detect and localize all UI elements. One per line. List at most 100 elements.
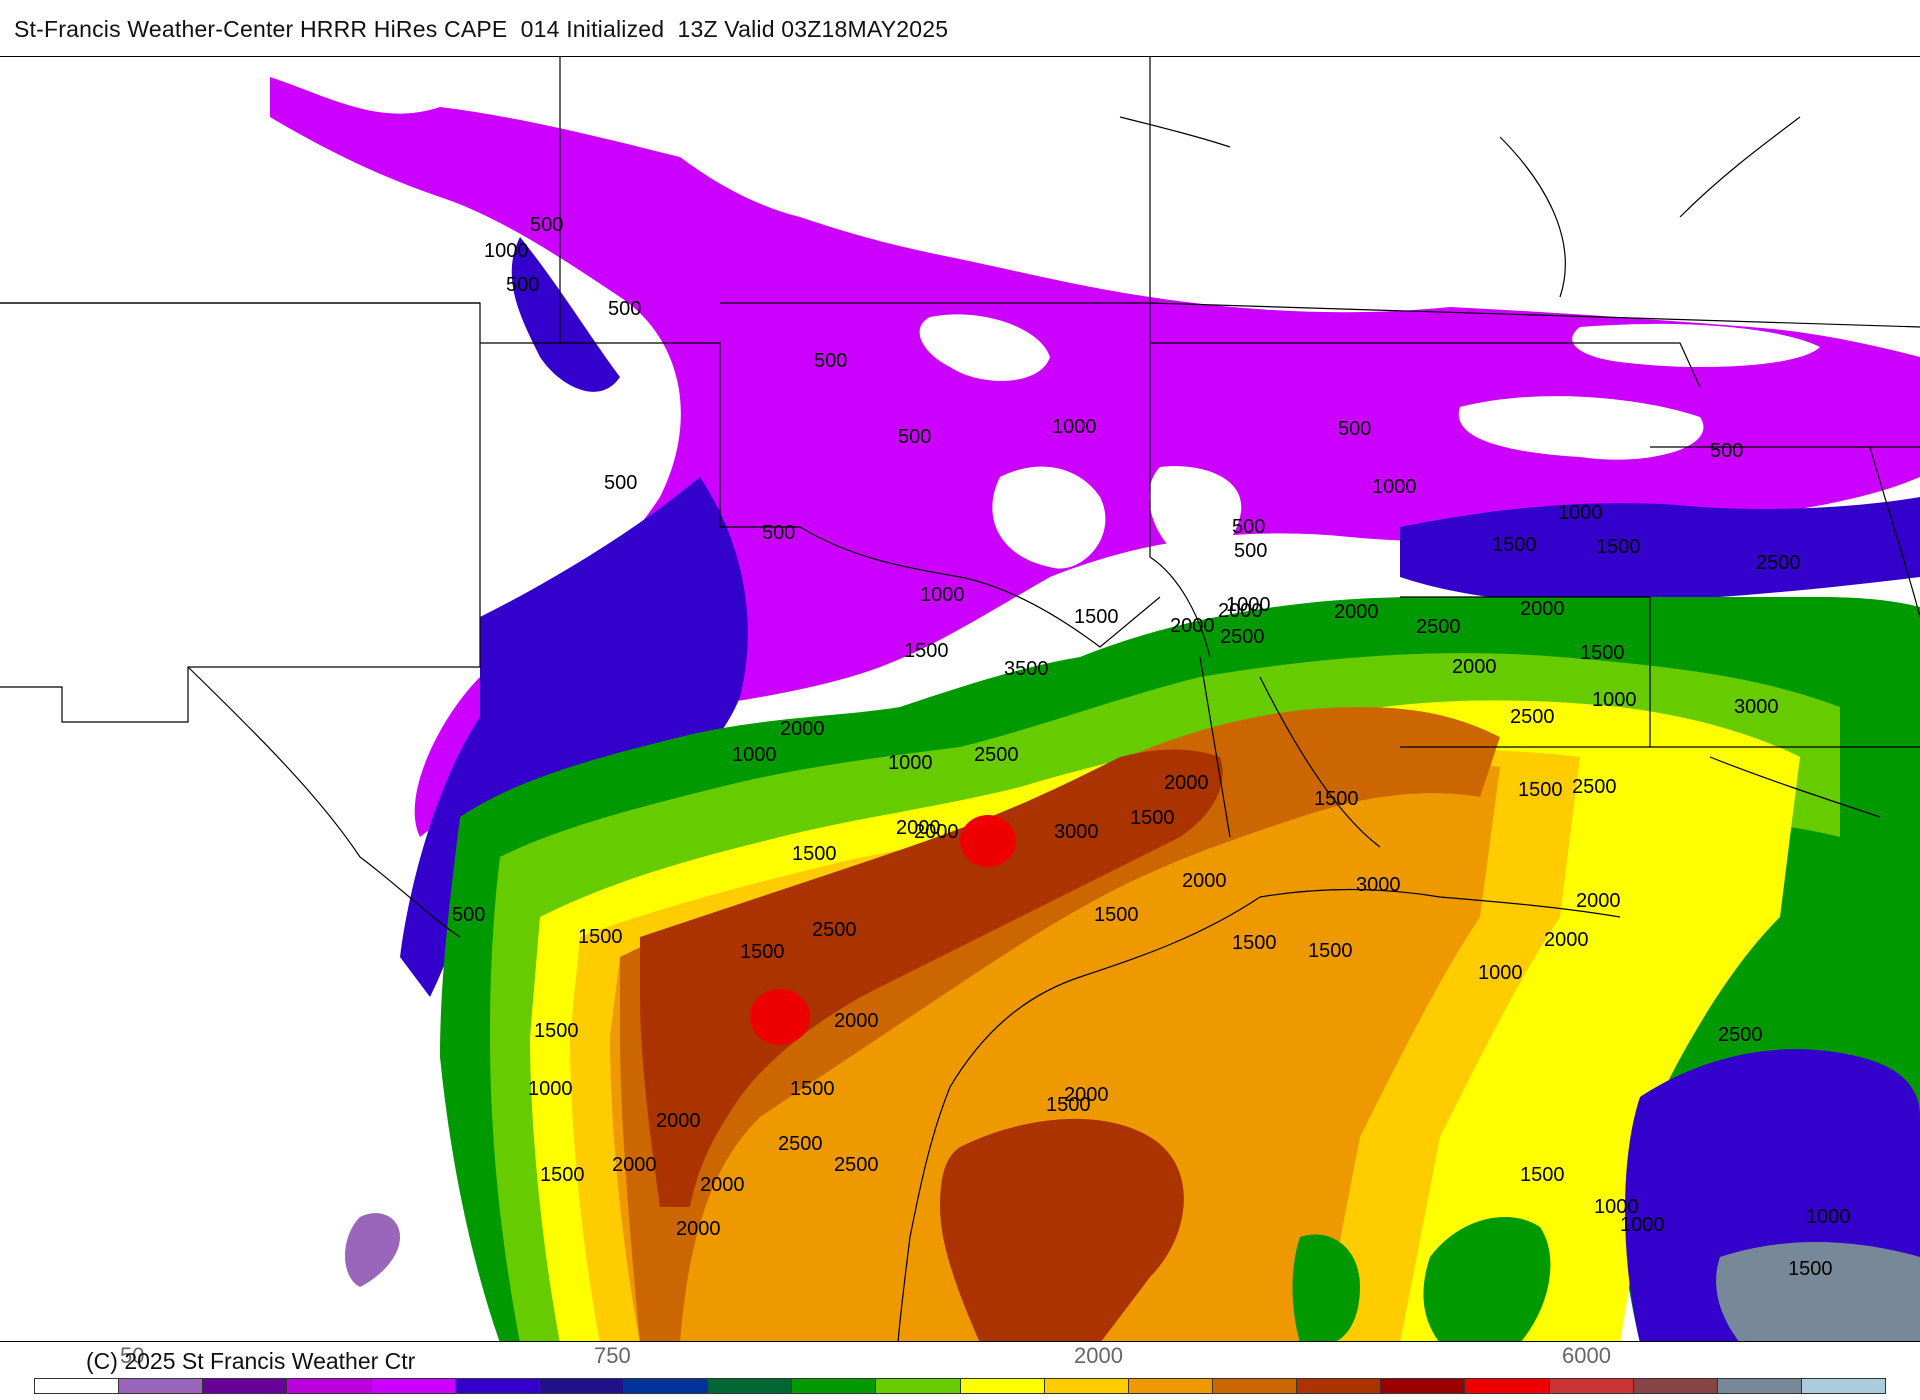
contour-label: 2500	[1572, 776, 1617, 798]
contour-label: 1500	[540, 1164, 585, 1186]
cape-field-gulf-brown	[940, 1118, 1184, 1341]
colorbar-swatch	[371, 1379, 456, 1393]
colorbar-tick-label: 6000	[1562, 1343, 1611, 1368]
contour-label: 1000	[920, 584, 965, 606]
contour-label: 1500	[1492, 534, 1537, 556]
contour-label: 2500	[834, 1154, 879, 1176]
colorbar-swatch	[1801, 1379, 1886, 1393]
colorbar-swatch	[792, 1379, 877, 1393]
contour-label: 1500	[904, 640, 949, 662]
contour-label: 1000	[1052, 416, 1097, 438]
contour-label: 1000	[1620, 1214, 1665, 1236]
boundary-lines	[0, 57, 1920, 938]
colorbar-swatch	[539, 1379, 624, 1393]
contour-label: 3500	[1004, 658, 1049, 680]
contour-label: 1500	[1308, 940, 1353, 962]
contour-label: 1500	[790, 1078, 835, 1100]
colorbar-swatch	[623, 1379, 709, 1393]
colorbar-swatch	[1633, 1379, 1718, 1393]
colorbar-swatch	[35, 1379, 120, 1393]
contour-label: 2500	[1416, 616, 1461, 638]
coastline	[1259, 888, 1621, 918]
contour-label: 2000	[1218, 600, 1263, 622]
contour-label: 1500	[1314, 788, 1359, 810]
contour-label: 1500	[1580, 642, 1625, 664]
contour-label: 500	[1710, 440, 1743, 462]
colorbar-swatch	[1128, 1379, 1213, 1393]
contour-label: 1500	[1788, 1258, 1833, 1280]
colorbar-swatch	[287, 1379, 372, 1393]
contour-label: 2000	[896, 817, 941, 839]
map-title: St-Francis Weather-Center HRRR HiRes CAP…	[14, 16, 949, 42]
cape-field-indigo-band	[511, 237, 620, 392]
contour-label: 2000	[1452, 656, 1497, 678]
contour-label: 2000	[780, 718, 825, 740]
cape-field-gulf-green	[1423, 1217, 1551, 1341]
contour-label: 2500	[1220, 626, 1265, 648]
contour-label: 1000	[1478, 962, 1523, 984]
cape-map: 500 1000 500 500 500 1000 500 500 1000 500 1000 500…	[0, 56, 1920, 1342]
contour-label: 1500	[1094, 904, 1139, 926]
contour-label: 500	[1232, 516, 1265, 538]
cape-field-maroon-core	[640, 749, 1223, 1207]
contour-label: 1000	[1592, 689, 1637, 711]
cape-colorbar	[34, 1378, 1886, 1394]
contour-label: 2500	[1756, 552, 1801, 574]
colorbar-swatch	[455, 1379, 540, 1393]
contour-label: 1000	[732, 744, 777, 766]
contour-label: 2000	[612, 1154, 657, 1176]
colorbar-swatch	[119, 1379, 204, 1393]
contour-label: 1500	[1518, 779, 1563, 801]
colorbar-swatch	[1465, 1379, 1550, 1393]
contour-label: 500	[814, 350, 847, 372]
cape-field-se-cyan	[1716, 1242, 1920, 1341]
cape-field-white-patch	[1149, 466, 1242, 562]
contour-label: 2000	[1164, 772, 1209, 794]
contour-label: 1500	[578, 926, 623, 948]
contour-label: 1500	[1046, 1094, 1091, 1116]
contour-label: 500	[1338, 418, 1371, 440]
cape-field-white-patch	[992, 466, 1106, 569]
colorbar-tick-label: 50	[120, 1343, 145, 1368]
contour-label: 2000	[1170, 615, 1215, 637]
colorbar-swatch	[1549, 1379, 1634, 1393]
cape-field-white-patch	[919, 314, 1050, 381]
colorbar-swatch	[1717, 1379, 1802, 1393]
contour-label: 1500	[1232, 932, 1277, 954]
colorbar-swatch	[708, 1379, 793, 1393]
cape-map-canvas: 500 1000 500 500 500 1000 500 500 1000 500 1000 500…	[0, 57, 1920, 1341]
contour-labels: 500 1000 500 500 500 1000 500 500 1000 500 1000 500…	[452, 214, 1851, 1280]
colorbar-swatch	[1381, 1379, 1466, 1393]
contour-label: 1000	[1372, 476, 1417, 498]
contour-label: 2000	[1334, 601, 1379, 623]
contour-label: 1500	[792, 843, 837, 865]
colorbar-tick-label: 2000	[1074, 1343, 1123, 1368]
contour-label: 2000	[834, 1010, 879, 1032]
coastline	[897, 896, 1261, 1341]
contour-label: 1500	[740, 941, 785, 963]
contour-label: 1500	[1130, 807, 1175, 829]
cape-field-indigo-band	[1400, 497, 1920, 604]
contour-label: 500	[506, 274, 539, 296]
contour-label: 500	[530, 214, 563, 236]
contour-label: 2000	[914, 821, 959, 843]
contour-label: 1000	[1558, 502, 1603, 524]
contour-label: 2000	[656, 1110, 701, 1132]
contour-label: 2000	[1520, 598, 1565, 620]
contour-label: 1000	[1226, 594, 1271, 616]
contour-label: 2000	[1576, 890, 1621, 912]
contour-label: 3000	[1356, 874, 1401, 896]
cape-field-red-hotspot	[960, 815, 1016, 867]
contour-label: 500	[762, 522, 795, 544]
contour-label: 500	[898, 426, 931, 448]
cape-field-white-patch	[1572, 323, 1820, 367]
contour-label: 500	[452, 904, 485, 926]
contour-label: 1000	[1594, 1196, 1639, 1218]
contour-label: 1000	[528, 1078, 573, 1100]
contour-label: 2000	[1544, 929, 1589, 951]
contour-label: 500	[604, 472, 637, 494]
contour-label: 1500	[1074, 606, 1119, 628]
colorbar-swatch	[960, 1379, 1045, 1393]
contour-label: 1500	[1520, 1164, 1565, 1186]
copyright-notice: (C) 2025 St Francis Weather Ctr	[86, 1348, 416, 1374]
